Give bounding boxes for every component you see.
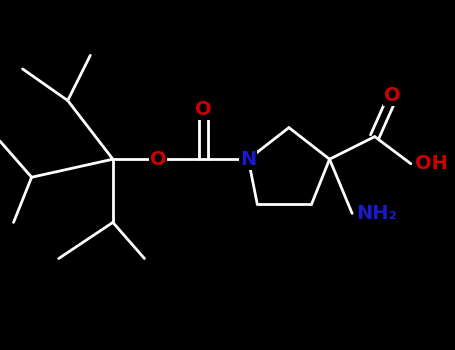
Text: O: O — [195, 100, 212, 119]
Text: NH₂: NH₂ — [357, 204, 398, 223]
Text: N: N — [240, 150, 257, 169]
Text: OH: OH — [415, 154, 448, 173]
Text: O: O — [384, 86, 401, 105]
Text: O: O — [150, 150, 167, 169]
